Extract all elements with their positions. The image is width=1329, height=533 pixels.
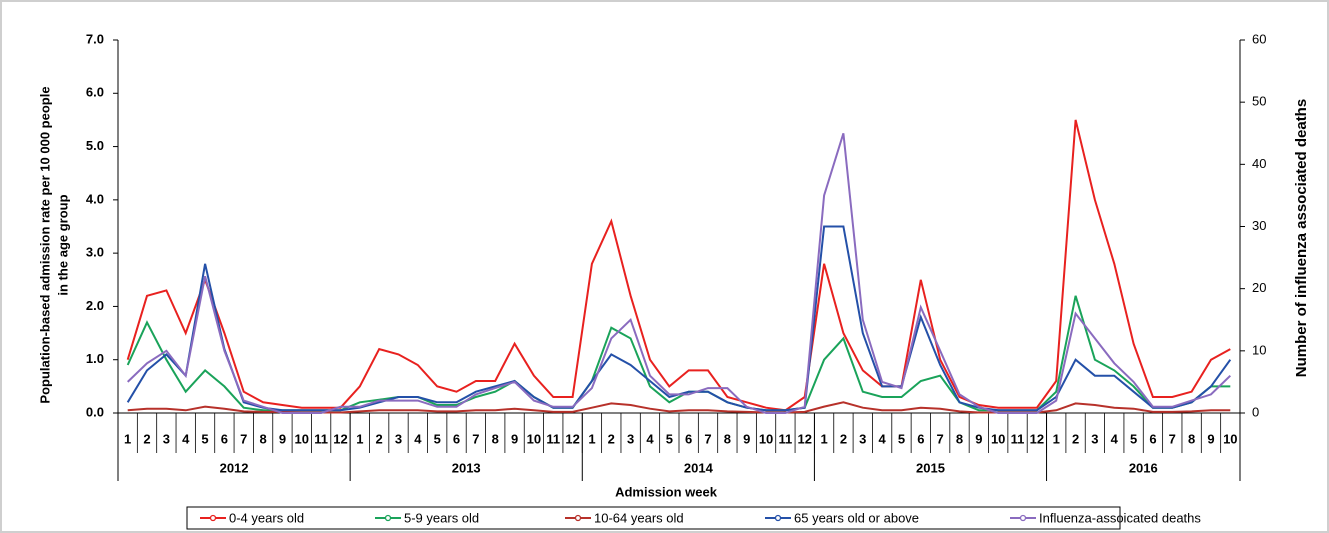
x-tick-label: 1	[356, 431, 363, 446]
x-tick-label: 6	[221, 431, 228, 446]
x-tick-label: 2	[608, 431, 615, 446]
x-tick-label: 3	[627, 431, 634, 446]
y2-tick-label: 30	[1252, 218, 1266, 233]
legend-marker	[384, 514, 392, 522]
x-tick-label: 8	[724, 431, 731, 446]
y-tick-label: 1.0	[86, 351, 104, 366]
x-tick-label: 9	[743, 431, 750, 446]
x-tick-label: 4	[879, 431, 887, 446]
y-tick-label: 0.0	[86, 404, 104, 419]
x-tick-label: 6	[917, 431, 924, 446]
x-tick-label: 12	[565, 431, 579, 446]
legend-marker	[1019, 514, 1027, 522]
x-tick-label: 5	[201, 431, 208, 446]
y2-tick-label: 20	[1252, 280, 1266, 295]
x-tick-label: 11	[314, 431, 328, 446]
x-tick-label: 8	[259, 431, 266, 446]
x-tick-label: 12	[798, 431, 812, 446]
y-tick-label: 2.0	[86, 298, 104, 313]
y2-tick-label: 0	[1252, 404, 1259, 419]
x-tick-label: 4	[1111, 431, 1119, 446]
x-tick-label: 5	[1130, 431, 1137, 446]
x-tick-label: 4	[182, 431, 190, 446]
x-tick-label: 7	[937, 431, 944, 446]
x-tick-label: 9	[511, 431, 518, 446]
y2-tick-label: 40	[1252, 156, 1266, 171]
y2-tick-label: 10	[1252, 342, 1266, 357]
y-tick-label: 4.0	[86, 191, 104, 206]
y2-tick-label: 50	[1252, 94, 1266, 109]
x-tick-label: 9	[279, 431, 286, 446]
x-tick-label: 10	[295, 431, 309, 446]
y2-axis-label: Number of influenza associated deaths	[1293, 99, 1310, 377]
x-tick-label: 11	[1011, 431, 1025, 446]
x-tick-label: 7	[1169, 431, 1176, 446]
x-tick-label: 3	[1091, 431, 1098, 446]
x-tick-label: 12	[333, 431, 347, 446]
y-tick-label: 6.0	[86, 85, 104, 100]
legend-marker	[574, 514, 582, 522]
x-tick-label: 3	[859, 431, 866, 446]
x-tick-label: 3	[163, 431, 170, 446]
x-tick-label: 1	[588, 431, 595, 446]
x-tick-label: 2	[143, 431, 150, 446]
x-tick-label: 11	[779, 431, 793, 446]
series-line	[126, 119, 1231, 412]
x-tick-label: 10	[759, 431, 773, 446]
x-tick-label: 3	[395, 431, 402, 446]
x-tick-label: 1	[1053, 431, 1060, 446]
year-label: 2015	[916, 460, 945, 475]
x-tick-label: 5	[666, 431, 673, 446]
x-tick-label: 6	[1149, 431, 1156, 446]
legend-marker	[774, 514, 782, 522]
y-axis-label: in the age group	[55, 194, 70, 295]
x-tick-label: 6	[453, 431, 460, 446]
x-tick-label: 7	[240, 431, 247, 446]
x-tick-label: 5	[434, 431, 441, 446]
legend-label: Influenza-assoicated deaths	[1039, 510, 1201, 525]
x-axis-label: Admission week	[615, 484, 718, 499]
x-tick-label: 1	[124, 431, 131, 446]
year-label: 2013	[452, 460, 481, 475]
y2-tick-label: 60	[1252, 31, 1266, 46]
x-tick-label: 12	[1030, 431, 1044, 446]
series-line	[127, 133, 1231, 414]
y-axis-label: Population-based admission rate per 10 0…	[37, 86, 52, 403]
x-tick-label: 8	[956, 431, 963, 446]
x-tick-label: 1	[820, 431, 827, 446]
x-tick-label: 2	[1072, 431, 1079, 446]
x-tick-label: 2	[840, 431, 847, 446]
legend-label: 65 years old or above	[794, 510, 919, 525]
y-tick-label: 5.0	[86, 138, 104, 153]
year-label: 2012	[220, 460, 249, 475]
legend-label: 10-64 years old	[594, 510, 684, 525]
x-tick-label: 9	[975, 431, 982, 446]
x-tick-label: 10	[1223, 431, 1237, 446]
x-tick-label: 6	[685, 431, 692, 446]
legend-marker	[209, 514, 217, 522]
x-tick-label: 5	[898, 431, 905, 446]
x-tick-label: 2	[376, 431, 383, 446]
x-tick-label: 11	[546, 431, 560, 446]
year-label: 2016	[1129, 460, 1158, 475]
x-tick-label: 9	[1207, 431, 1214, 446]
x-tick-label: 7	[472, 431, 479, 446]
x-tick-label: 8	[492, 431, 499, 446]
x-tick-label: 4	[414, 431, 422, 446]
legend-label: 5-9 years old	[404, 510, 479, 525]
legend-box	[186, 506, 1121, 530]
x-tick-label: 4	[646, 431, 654, 446]
x-tick-label: 7	[704, 431, 711, 446]
x-tick-label: 10	[991, 431, 1005, 446]
x-tick-label: 10	[527, 431, 541, 446]
y-tick-label: 7.0	[86, 31, 104, 46]
x-tick-label: 8	[1188, 431, 1195, 446]
legend-label: 0-4 years old	[229, 510, 304, 525]
y-tick-label: 3.0	[86, 245, 104, 260]
year-label: 2014	[684, 460, 714, 475]
